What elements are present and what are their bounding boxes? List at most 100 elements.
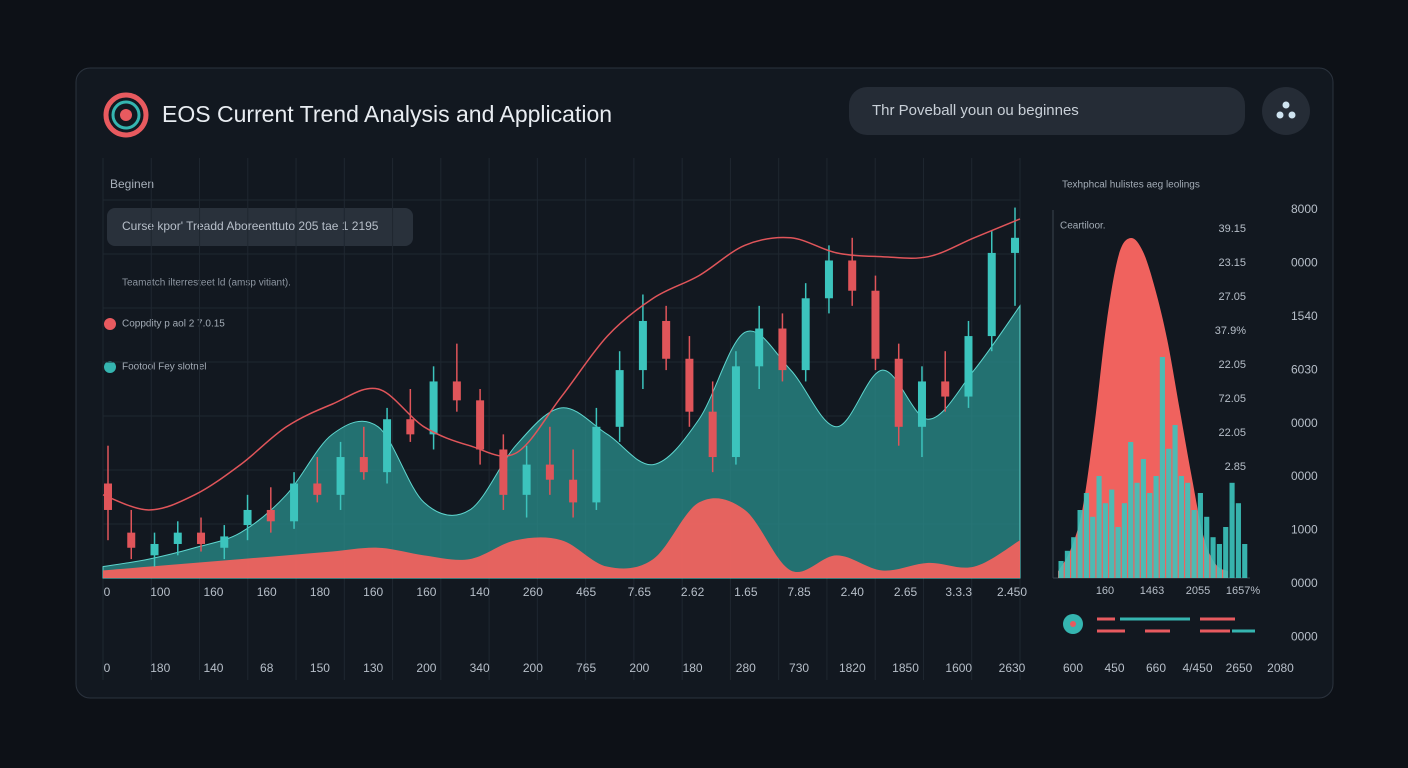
bar: [1147, 493, 1153, 578]
x-tick-label: 130: [363, 661, 383, 675]
x-tick-label: 1850: [892, 661, 919, 675]
y-tick-label: 1540: [1291, 309, 1318, 323]
x-tick-label: 2.62: [681, 585, 705, 599]
menu-dot: [1276, 111, 1284, 119]
candle-body: [685, 358, 694, 412]
bar: [1071, 537, 1077, 578]
annotation: 2.85: [1225, 461, 1246, 473]
x-tick-label: 0: [104, 661, 111, 675]
bar: [1096, 476, 1102, 578]
logo-core: [120, 109, 132, 121]
x-tick-label: 2.450: [997, 585, 1027, 599]
x-tick-label: 7.65: [628, 585, 652, 599]
trend-line: [102, 218, 1021, 511]
annotation: 27.05: [1218, 291, 1246, 303]
x-tick-label: 660: [1146, 661, 1166, 675]
candle-body: [801, 298, 810, 371]
title: EOS Current Trend Analysis and Applicati…: [162, 101, 612, 127]
bar: [1102, 503, 1108, 578]
x-tick-label: 180: [310, 585, 330, 599]
candle-body: [824, 260, 833, 299]
candle-body: [778, 328, 787, 371]
bar: [1191, 510, 1197, 578]
x-tick-label: 1.65: [734, 585, 758, 599]
candle-body: [383, 419, 392, 473]
x-tick-label: 100: [150, 585, 170, 599]
candle-body: [220, 536, 229, 548]
menu-button[interactable]: [1262, 87, 1310, 135]
bar: [1083, 493, 1089, 578]
x-tick-label: 2055: [1186, 585, 1210, 597]
legend-icon-core: [1070, 621, 1076, 627]
search-box[interactable]: [849, 87, 1245, 135]
badge-text: Curse kpor' Treadd Aboreenttuto 205 tae …: [122, 219, 379, 233]
annotation: 23.15: [1218, 257, 1246, 269]
bar: [1185, 482, 1191, 578]
panel-title: Texhphcal hulistes aeg leolings: [1062, 180, 1200, 191]
x-tick-label: 2630: [999, 661, 1026, 675]
badge: [107, 208, 413, 246]
bar: [1128, 442, 1134, 578]
candle-body: [638, 320, 647, 371]
candle-body: [871, 290, 880, 359]
x-tick-label: 2650: [1226, 661, 1253, 675]
x-tick-label: 160: [363, 585, 383, 599]
menu-dot: [1288, 111, 1296, 119]
bar: [1166, 448, 1172, 578]
y-tick-label: 6030: [1291, 362, 1318, 376]
bar: [1115, 527, 1121, 578]
bar: [1210, 537, 1216, 578]
bar: [1058, 561, 1064, 578]
candle-body: [406, 419, 415, 435]
candle-body: [499, 449, 508, 495]
x-tick-label: 4/450: [1182, 661, 1212, 675]
x-tick-label: 465: [576, 585, 596, 599]
candle-body: [429, 381, 438, 435]
x-tick-label: 7.85: [787, 585, 811, 599]
candle-body: [592, 426, 601, 503]
y-tick-label: 0000: [1291, 576, 1318, 590]
candle-body: [987, 252, 996, 337]
candle-body: [615, 370, 624, 427]
annotation: 22.05: [1218, 427, 1246, 439]
legend-dashes: [1097, 617, 1255, 633]
bar: [1229, 482, 1235, 578]
x-tick-label: 160: [416, 585, 436, 599]
y-tick-label: 1000: [1291, 523, 1318, 537]
search-placeholder: Thr Poveball youn ou beginnes: [872, 102, 1079, 119]
x-tick-label: 140: [203, 661, 223, 675]
logo: [103, 92, 149, 138]
candle-body: [917, 381, 926, 427]
bar: [1235, 503, 1241, 578]
note: Teamatch ilterresteet ld (amsp vitiant).: [122, 278, 291, 289]
y-tick-label: 0000: [1291, 256, 1318, 270]
legend-label: Footool Fey slotnel: [122, 362, 207, 373]
candle-body: [150, 543, 159, 556]
bar: [1216, 544, 1222, 578]
y-tick-label: 8000: [1291, 202, 1318, 216]
candle-body: [476, 400, 485, 450]
x-tick-label: 200: [523, 661, 543, 675]
x-tick-label: 2080: [1267, 661, 1294, 675]
annotation: 37.9%: [1215, 325, 1246, 337]
candle-body: [336, 457, 345, 495]
bar: [1064, 550, 1070, 578]
candle-body: [243, 509, 252, 526]
candle-body: [290, 483, 299, 522]
bar: [1172, 425, 1178, 578]
candle-body: [266, 509, 275, 522]
x-tick-label: 450: [1104, 661, 1124, 675]
bar: [1090, 516, 1096, 578]
candle-body: [313, 483, 322, 495]
x-tick-label: 160: [257, 585, 277, 599]
x-tick-label: 3.3.3: [945, 585, 972, 599]
x-tick-label: 180: [150, 661, 170, 675]
x-tick-label: 765: [576, 661, 596, 675]
bar: [1121, 503, 1127, 578]
x-tick-label: 150: [310, 661, 330, 675]
candle-body: [545, 464, 554, 480]
annotation: 72.05: [1218, 393, 1246, 405]
menu-dot: [1282, 101, 1290, 109]
